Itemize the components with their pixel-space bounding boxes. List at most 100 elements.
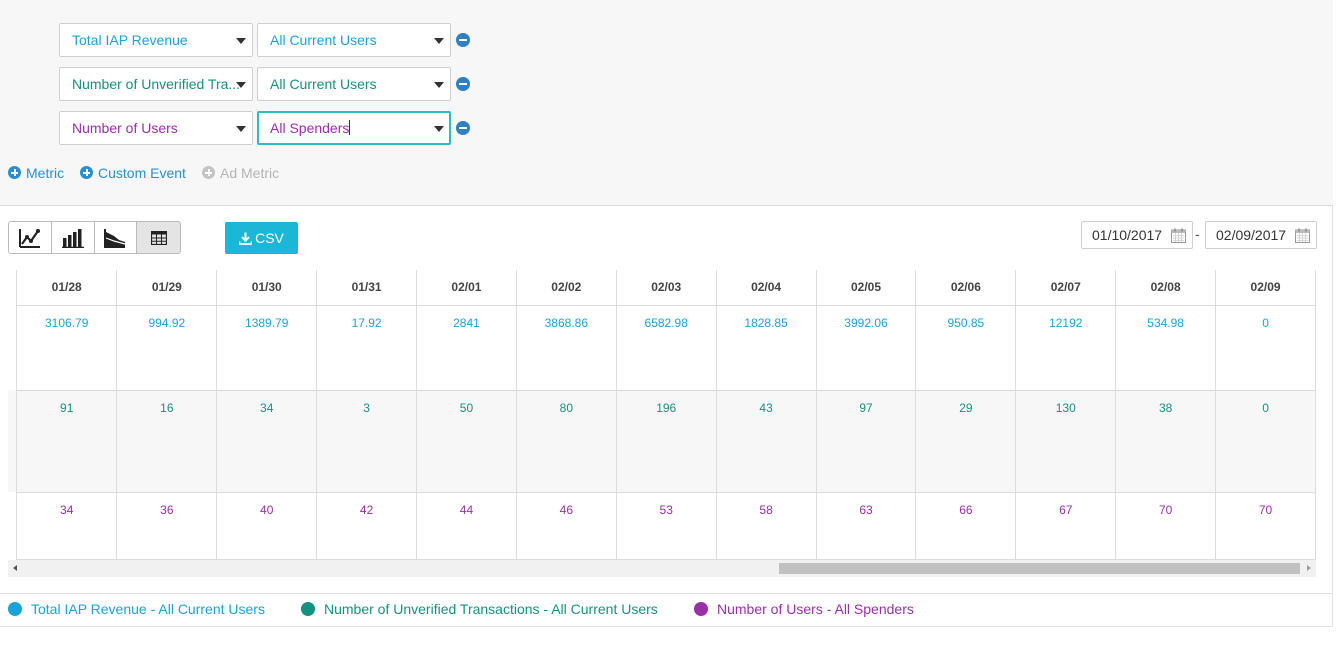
- table-cell: 3992.06: [816, 305, 917, 391]
- legend-dot-icon: [694, 602, 708, 616]
- table-cell: 1389.79: [216, 305, 318, 391]
- table-cell: 3: [316, 390, 418, 493]
- column-header: 01/29: [116, 270, 218, 306]
- start-date-input[interactable]: 01/10/2017: [1081, 221, 1193, 249]
- table-cell: 34: [17, 492, 118, 560]
- add-metric-link[interactable]: Metric: [8, 165, 64, 181]
- download-icon: [239, 232, 253, 245]
- caret-down-icon: [434, 126, 444, 132]
- segment-select-value: All Spenders: [270, 120, 350, 136]
- table-header-row: 01/28 01/29 01/30 01/31 02/01 02/02 02/03 02/04…: [17, 270, 1316, 306]
- segment-select-value: All Current Users: [270, 76, 377, 92]
- add-ad-metric-label: Ad Metric: [220, 165, 280, 181]
- date-separator: -: [1195, 226, 1200, 242]
- legend-item-3[interactable]: Number of Users - All Spenders: [694, 601, 914, 617]
- table-cell: 97: [816, 390, 917, 493]
- table-cell: 80: [516, 390, 617, 493]
- caret-down-icon: [434, 82, 444, 88]
- caret-down-icon: [236, 82, 246, 88]
- plus-circle-icon: [202, 166, 215, 179]
- column-header: 02/01: [416, 270, 517, 306]
- legend-label: Number of Users - All Spenders: [717, 601, 914, 617]
- table-icon: [150, 230, 167, 245]
- end-date-value: 02/09/2017: [1216, 227, 1287, 243]
- table-cell: 2841: [416, 305, 517, 391]
- scrollbar-thumb[interactable]: [779, 563, 1300, 574]
- calendar-icon[interactable]: [1295, 228, 1310, 243]
- metric-select-3[interactable]: Number of Users: [59, 111, 253, 145]
- table-cell: 43: [716, 390, 817, 493]
- table-cell: 3106.79: [17, 305, 118, 391]
- table-left-edge: [8, 270, 17, 560]
- data-table-container: 01/28 01/29 01/30 01/31 02/01 02/02 02/03 02/04…: [8, 270, 1316, 577]
- end-date-input[interactable]: 02/09/2017: [1205, 221, 1317, 249]
- line-chart-icon: [18, 228, 40, 248]
- scroll-right-icon[interactable]: [1307, 565, 1311, 571]
- table-view-button[interactable]: [137, 222, 180, 253]
- remove-metric-icon[interactable]: [456, 33, 470, 47]
- legend-label: Total IAP Revenue - All Current Users: [31, 601, 265, 617]
- table-cell: 16: [116, 390, 218, 493]
- segment-select-2[interactable]: All Current Users: [257, 67, 451, 101]
- chart-type-toggle: [8, 221, 181, 254]
- legend-divider: [0, 593, 1333, 594]
- table-cell: 950.85: [915, 305, 1017, 391]
- add-ad-metric-link[interactable]: Ad Metric: [202, 165, 279, 181]
- table-cell: 534.98: [1115, 305, 1217, 391]
- row-band: [8, 390, 16, 492]
- bar-chart-button[interactable]: [52, 222, 95, 253]
- caret-down-icon: [236, 38, 246, 44]
- add-custom-event-label: Custom Event: [98, 165, 186, 181]
- table-cell: 994.92: [116, 305, 218, 391]
- remove-metric-icon[interactable]: [456, 121, 470, 135]
- add-metric-label: Metric: [26, 165, 65, 181]
- table-cell: 42: [316, 492, 418, 560]
- table-cell: 70: [1215, 492, 1316, 560]
- metric-select-2[interactable]: Number of Unverified Tra...: [59, 67, 253, 101]
- horizontal-scrollbar[interactable]: [8, 560, 1316, 577]
- area-chart-button[interactable]: [95, 222, 138, 253]
- metric-select-value: Number of Users: [72, 120, 178, 136]
- column-header: 02/02: [516, 270, 617, 306]
- column-header: 01/31: [316, 270, 418, 306]
- metric-select-value: Number of Unverified Tra...: [72, 76, 241, 92]
- metric-select-1[interactable]: Total IAP Revenue: [59, 23, 253, 57]
- scroll-left-icon[interactable]: [13, 565, 17, 571]
- legend-label: Number of Unverified Transactions - All …: [324, 601, 658, 617]
- csv-label: CSV: [255, 230, 284, 246]
- table-cell: 3868.86: [516, 305, 617, 391]
- plus-circle-icon: [8, 166, 21, 179]
- table-cell: 44: [416, 492, 517, 560]
- legend-item-2[interactable]: Number of Unverified Transactions - All …: [301, 601, 658, 617]
- analytics-panel: Total IAP Revenue All Current Users Numb…: [0, 0, 1333, 627]
- segment-select-3[interactable]: All Spenders: [257, 111, 451, 145]
- remove-metric-icon[interactable]: [456, 77, 470, 91]
- metric-row-3: Number of Users All Spenders: [59, 111, 479, 145]
- line-chart-button[interactable]: [9, 222, 52, 253]
- table-cell: 1828.85: [716, 305, 817, 391]
- add-custom-event-link[interactable]: Custom Event: [80, 165, 186, 181]
- data-table: 01/28 01/29 01/30 01/31 02/01 02/02 02/03 02/04…: [17, 270, 1316, 560]
- table-row: 34 36 40 42 44 46 53 58 63 66 67 70 70: [17, 492, 1316, 560]
- calendar-icon[interactable]: [1171, 228, 1186, 243]
- column-header: 02/08: [1115, 270, 1217, 306]
- legend-item-1[interactable]: Total IAP Revenue - All Current Users: [8, 601, 265, 617]
- legend-dot-icon: [8, 602, 22, 616]
- column-header: 01/28: [17, 270, 118, 306]
- table-cell: 12192: [1015, 305, 1117, 391]
- column-header: 02/09: [1215, 270, 1316, 306]
- table-cell: 67: [1015, 492, 1117, 560]
- caret-down-icon: [434, 38, 444, 44]
- table-row: 3106.79 994.92 1389.79 17.92 2841 3868.86 6582…: [17, 305, 1316, 391]
- table-cell: 53: [616, 492, 717, 560]
- metric-row-2: Number of Unverified Tra... All Current …: [59, 67, 479, 101]
- segment-select-value: All Current Users: [270, 32, 377, 48]
- table-cell: 130: [1015, 390, 1117, 493]
- start-date-value: 01/10/2017: [1092, 227, 1163, 243]
- csv-download-button[interactable]: CSV: [225, 222, 298, 254]
- segment-select-1[interactable]: All Current Users: [257, 23, 451, 57]
- table-cell: 34: [216, 390, 318, 493]
- table-cell: 36: [116, 492, 218, 560]
- column-header: 02/05: [816, 270, 917, 306]
- table-cell: 70: [1115, 492, 1217, 560]
